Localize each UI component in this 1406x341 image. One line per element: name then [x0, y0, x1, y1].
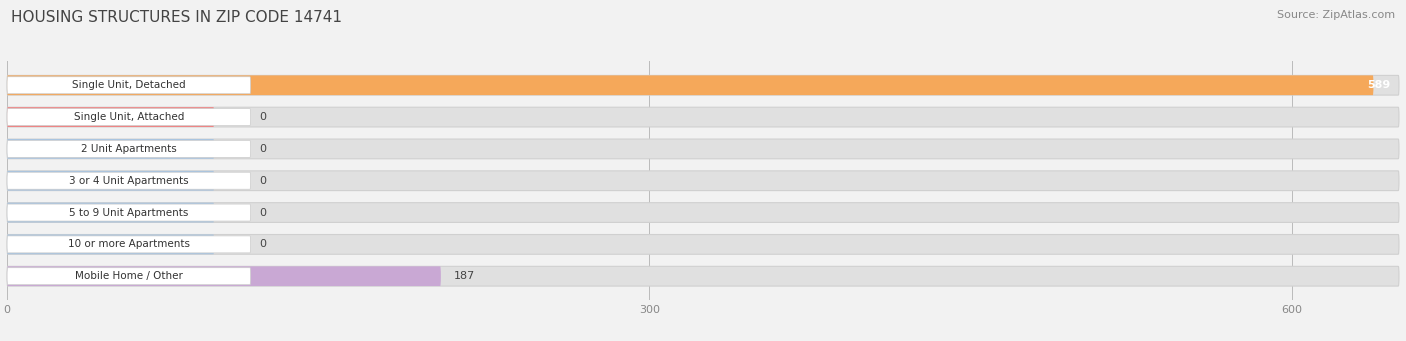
Text: Mobile Home / Other: Mobile Home / Other: [75, 271, 183, 281]
FancyBboxPatch shape: [7, 235, 1399, 254]
Text: 10 or more Apartments: 10 or more Apartments: [67, 239, 190, 249]
FancyBboxPatch shape: [7, 204, 250, 221]
FancyBboxPatch shape: [7, 236, 250, 253]
Text: HOUSING STRUCTURES IN ZIP CODE 14741: HOUSING STRUCTURES IN ZIP CODE 14741: [11, 10, 342, 25]
FancyBboxPatch shape: [7, 171, 1399, 191]
FancyBboxPatch shape: [7, 75, 1399, 95]
Text: 589: 589: [1367, 80, 1391, 90]
Text: Source: ZipAtlas.com: Source: ZipAtlas.com: [1277, 10, 1395, 20]
FancyBboxPatch shape: [7, 139, 214, 159]
FancyBboxPatch shape: [7, 266, 441, 286]
FancyBboxPatch shape: [7, 75, 1374, 95]
FancyBboxPatch shape: [7, 235, 214, 254]
Text: 3 or 4 Unit Apartments: 3 or 4 Unit Apartments: [69, 176, 188, 186]
FancyBboxPatch shape: [7, 107, 214, 127]
FancyBboxPatch shape: [7, 203, 214, 222]
FancyBboxPatch shape: [7, 171, 214, 191]
Text: Single Unit, Detached: Single Unit, Detached: [72, 80, 186, 90]
Text: 0: 0: [259, 112, 266, 122]
FancyBboxPatch shape: [7, 77, 250, 94]
Text: 0: 0: [259, 239, 266, 249]
FancyBboxPatch shape: [7, 108, 250, 125]
Text: Single Unit, Attached: Single Unit, Attached: [73, 112, 184, 122]
Text: 0: 0: [259, 144, 266, 154]
Text: 5 to 9 Unit Apartments: 5 to 9 Unit Apartments: [69, 208, 188, 218]
Text: 0: 0: [259, 208, 266, 218]
FancyBboxPatch shape: [7, 107, 1399, 127]
Text: 2 Unit Apartments: 2 Unit Apartments: [82, 144, 177, 154]
FancyBboxPatch shape: [7, 172, 250, 189]
FancyBboxPatch shape: [7, 203, 1399, 222]
Text: 187: 187: [454, 271, 475, 281]
Text: 0: 0: [259, 176, 266, 186]
FancyBboxPatch shape: [7, 268, 250, 285]
FancyBboxPatch shape: [7, 266, 1399, 286]
FancyBboxPatch shape: [7, 140, 250, 158]
FancyBboxPatch shape: [7, 139, 1399, 159]
